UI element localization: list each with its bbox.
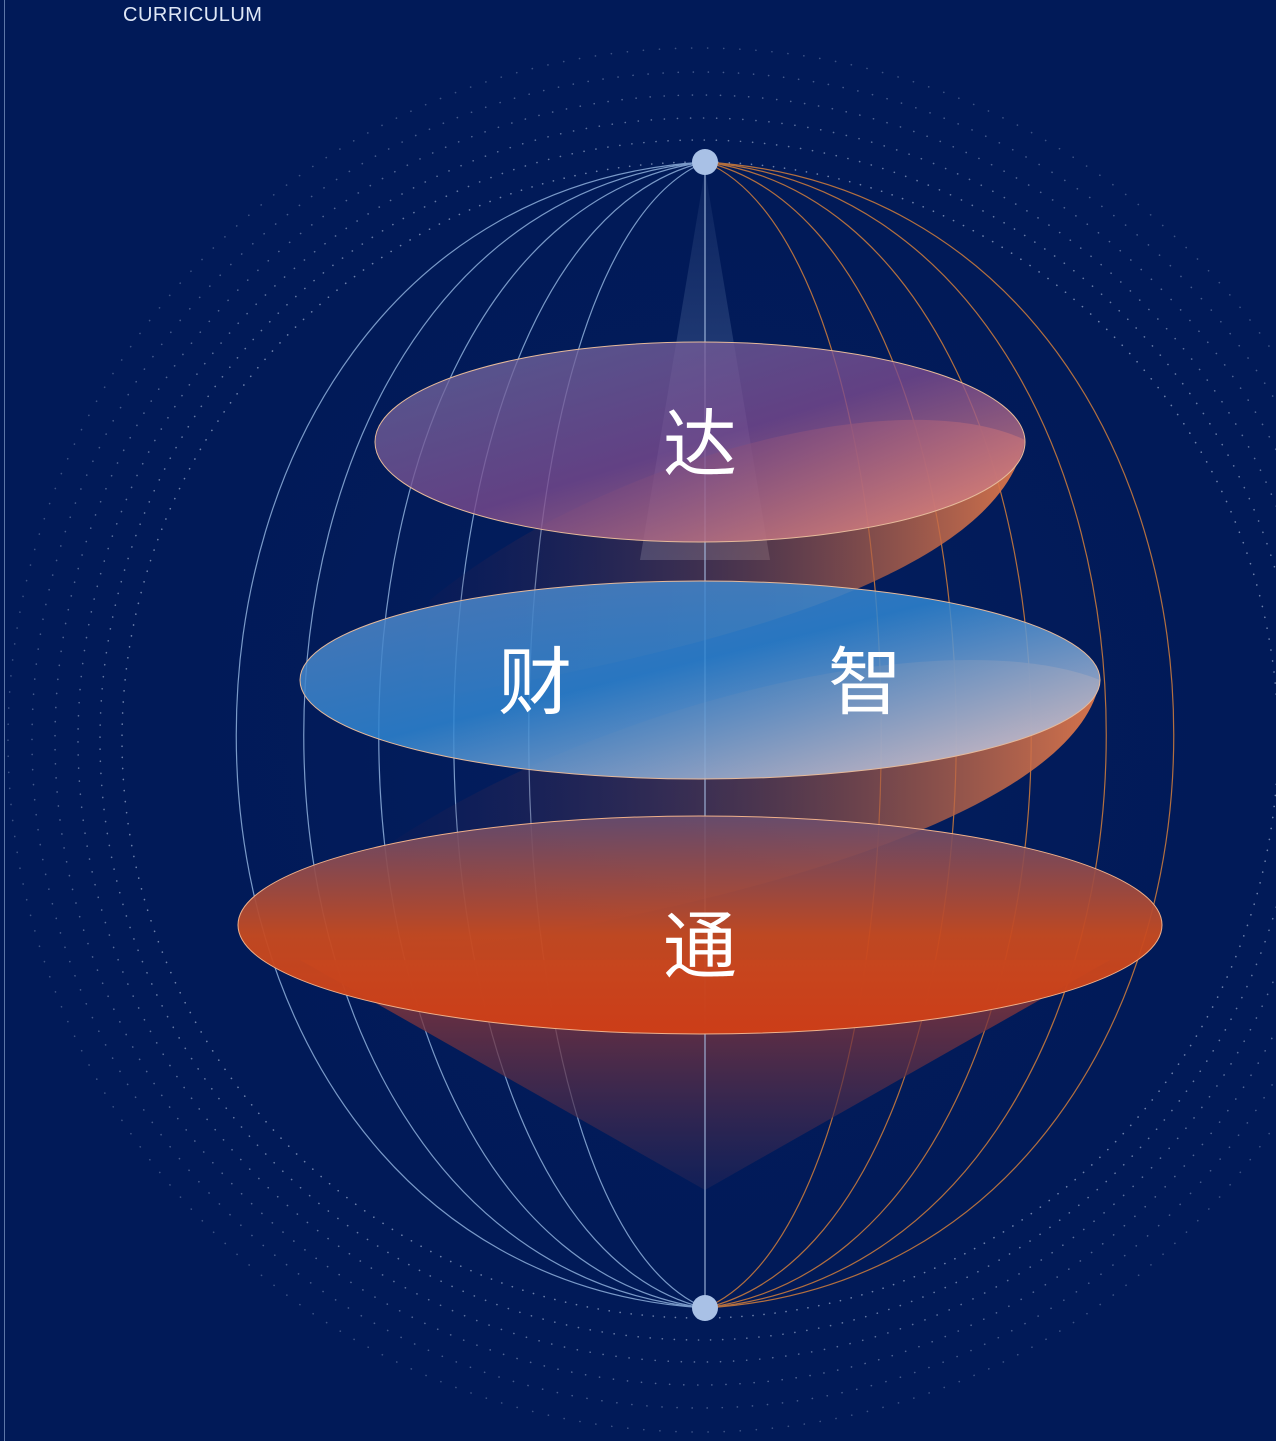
level-label-middle-right: 智 (828, 640, 902, 726)
left-border-line (4, 0, 5, 1441)
level-label-middle-left: 财 (498, 640, 572, 726)
level-label-bottom: 通 (663, 904, 737, 990)
section-label: CURRICULUM (123, 4, 263, 26)
bottom-node (692, 1295, 718, 1321)
disc-bottom (237, 815, 1163, 1035)
dotted-halo (7, 47, 1276, 1433)
level-label-top: 达 (663, 402, 737, 488)
top-node (692, 149, 718, 175)
disc-middle (299, 580, 1101, 780)
disc-top (374, 341, 1026, 543)
